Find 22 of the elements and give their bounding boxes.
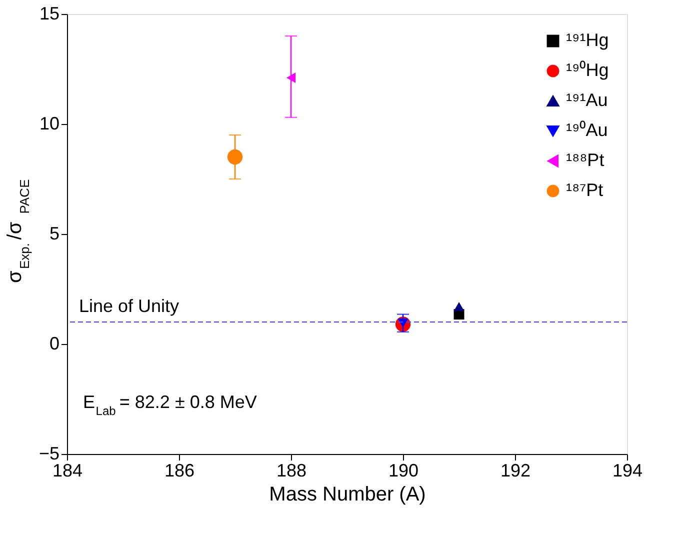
point (454, 302, 464, 312)
point (227, 149, 243, 165)
legend-label: ¹⁸⁷Pt (566, 180, 604, 200)
x-tick-label: 190 (388, 460, 419, 480)
y-tick-label: −5 (38, 444, 60, 464)
x-tick-label: 192 (500, 460, 531, 480)
legend-label: ¹⁸⁸Pt (566, 150, 604, 170)
legend-label: ¹⁹¹Au (566, 90, 608, 110)
y-tick-label: 10 (39, 114, 60, 134)
x-tick-label: 184 (52, 460, 83, 480)
y-tick-label: 15 (39, 4, 60, 24)
y-tick-label: 5 (49, 224, 60, 244)
legend-label: ¹⁹⁰Hg (566, 60, 609, 80)
y-axis-title: σExp./σPACE (4, 178, 32, 283)
x-axis-title: Mass Number (A) (269, 484, 426, 506)
legend-label: ¹⁹⁰Au (566, 120, 608, 140)
legend-label: ¹⁹¹Hg (566, 30, 609, 50)
x-tick-label: 186 (164, 460, 195, 480)
x-tick-label: 194 (612, 460, 643, 480)
y-tick-label: 0 (49, 334, 60, 354)
x-tick-label: 188 (276, 460, 307, 480)
ref-line-label: Line of Unity (79, 296, 180, 316)
